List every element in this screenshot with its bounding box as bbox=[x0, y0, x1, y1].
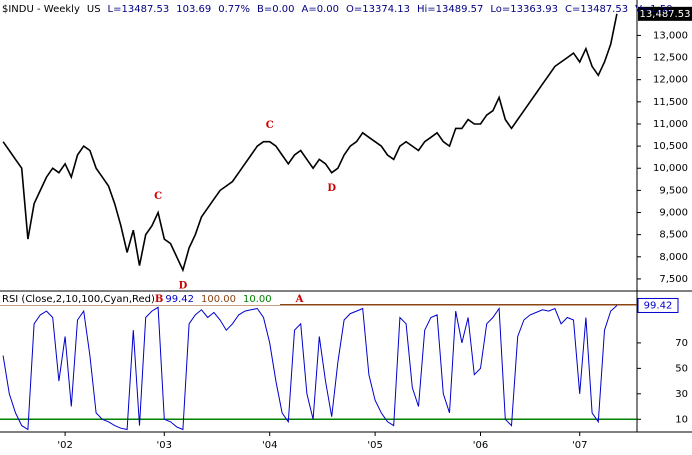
annotation: A bbox=[295, 294, 304, 305]
header-bg bbox=[0, 293, 280, 305]
level-label: 100.00 bbox=[201, 294, 236, 305]
y-tick-label: 12,000 bbox=[653, 75, 688, 86]
rsi-title: RSI (Close,2,10,100,Cyan,Red) bbox=[2, 294, 155, 305]
header-item: A=0.00 bbox=[302, 4, 340, 15]
y-tick-label: 8,000 bbox=[659, 252, 688, 263]
y-tick-label: 50 bbox=[675, 363, 688, 374]
last-value-label: 13,487.53 bbox=[640, 9, 691, 20]
rsi-value: 99.42 bbox=[165, 294, 194, 305]
x-tick-label: '06 bbox=[473, 440, 488, 451]
y-tick-label: 70 bbox=[675, 338, 688, 349]
header-item: Hi=13489.57 bbox=[417, 4, 483, 15]
y-tick-label: 9,500 bbox=[659, 185, 688, 196]
header-item: 103.69 bbox=[176, 4, 211, 15]
header-item: 0.77% bbox=[218, 4, 250, 15]
y-tick-label: 13,000 bbox=[653, 30, 688, 41]
x-tick-label: '03 bbox=[157, 440, 172, 451]
annotation: D bbox=[179, 281, 188, 292]
y-tick-label: 7,500 bbox=[659, 274, 688, 285]
y-tick-label: 10 bbox=[675, 414, 688, 425]
header-item: O=13374.13 bbox=[346, 4, 410, 15]
last-value-label: 99.42 bbox=[644, 300, 673, 311]
header-item: B=0.00 bbox=[257, 4, 295, 15]
y-tick-label: 30 bbox=[675, 389, 688, 400]
y-tick-label: 8,500 bbox=[659, 230, 688, 241]
header-item: US bbox=[87, 4, 101, 15]
price-line bbox=[2, 13, 618, 273]
y-tick-label: 10,500 bbox=[653, 141, 688, 152]
header-item: Lo=13363.93 bbox=[490, 4, 558, 15]
annotation: C bbox=[154, 191, 162, 202]
last-value-box bbox=[637, 297, 679, 313]
x-tick-label: '05 bbox=[367, 440, 382, 451]
header-item: $INDU - Weekly bbox=[2, 4, 80, 15]
y-tick-label: 11,000 bbox=[653, 119, 688, 130]
annotation: B bbox=[155, 294, 163, 305]
x-tick-label: '07 bbox=[572, 440, 587, 451]
header-item: L=13487.53 bbox=[108, 4, 170, 15]
y-tick-label: 10,000 bbox=[653, 163, 688, 174]
x-tick-label: '04 bbox=[262, 440, 277, 451]
level-label: 10.00 bbox=[243, 294, 272, 305]
header-item: V=1,50 bbox=[635, 4, 673, 15]
x-tick-label: '02 bbox=[57, 440, 72, 451]
annotation: D bbox=[327, 183, 336, 194]
annotation: C bbox=[266, 120, 274, 131]
y-tick-label: 12,500 bbox=[653, 53, 688, 64]
y-tick-label: 9,000 bbox=[659, 208, 688, 219]
rsi-line bbox=[2, 305, 618, 431]
last-value-box bbox=[638, 6, 692, 21]
rsi-header: RSI (Close,2,10,100,Cyan,Red)B 99.42 100.0… bbox=[2, 294, 304, 306]
price-header: $INDU - Weekly US L=13487.53 103.69 0.77% B=0… bbox=[2, 4, 673, 15]
y-tick-label: 11,500 bbox=[653, 97, 688, 108]
header-item: C=13487.53 bbox=[565, 4, 628, 15]
